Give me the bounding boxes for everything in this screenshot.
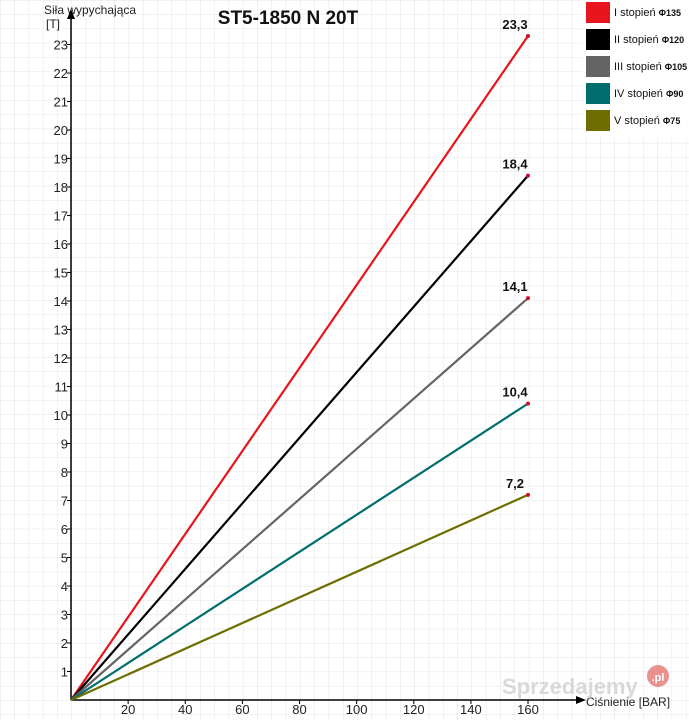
y-tick-label: 15 bbox=[54, 266, 68, 281]
legend-entry-1: I stopień Φ135 bbox=[614, 7, 681, 19]
series-line-5 bbox=[70, 493, 529, 702]
y-tick-label: 2 bbox=[61, 636, 68, 651]
x-tick-label: 40 bbox=[178, 702, 192, 717]
x-tick-label: 20 bbox=[121, 702, 135, 717]
legend-swatch-1 bbox=[586, 2, 610, 23]
legend-swatch-3 bbox=[586, 56, 610, 77]
y-tick-label: 7 bbox=[61, 494, 68, 509]
x-tick-label: 100 bbox=[346, 702, 368, 717]
legend: I stopień Φ135 II stopień Φ120 III stopień… bbox=[582, 0, 689, 137]
end-value-label-5: 7,2 bbox=[506, 476, 524, 491]
x-tick-label: 160 bbox=[517, 702, 539, 717]
watermark: Sprzedajemy .pl bbox=[502, 665, 669, 699]
watermark-text: Sprzedajemy bbox=[502, 674, 638, 699]
y-tick-label: 9 bbox=[61, 437, 68, 452]
watermark-badge bbox=[647, 665, 669, 687]
x-tick-label: 140 bbox=[460, 702, 482, 717]
x-tick-label: 80 bbox=[292, 702, 306, 717]
x-axis-ticks: 20 40 60 80 100 120 140 160 bbox=[121, 700, 539, 717]
series-end-point-4 bbox=[526, 401, 530, 406]
y-tick-label: 18 bbox=[54, 180, 68, 195]
chart-title: ST5-1850 N 20T bbox=[218, 8, 359, 29]
y-tick-label: 13 bbox=[54, 323, 68, 338]
axes bbox=[67, 9, 586, 704]
y-tick-label: 1 bbox=[61, 665, 68, 680]
y-tick-label: 10 bbox=[54, 408, 68, 423]
x-tick-label: 60 bbox=[235, 702, 249, 717]
y-tick-label: 3 bbox=[61, 608, 68, 623]
legend-entry-4: IV stopień Φ90 bbox=[614, 88, 683, 100]
y-tick-label: 12 bbox=[54, 351, 68, 366]
watermark-badge-text: .pl bbox=[652, 672, 665, 684]
legend-swatch-5 bbox=[586, 110, 610, 131]
y-tick-label: 22 bbox=[54, 66, 68, 81]
y-axis-label: Siła wypychająca bbox=[44, 3, 136, 17]
series-end-point-1 bbox=[526, 34, 530, 38]
series-line-2 bbox=[70, 174, 529, 701]
end-value-label-3: 14,1 bbox=[502, 279, 527, 294]
y-tick-label: 19 bbox=[54, 152, 68, 167]
series-end-point-2 bbox=[526, 173, 530, 178]
end-labels: 23,3 18,4 14,1 10,4 7,2 bbox=[502, 17, 528, 491]
series-end-point-5 bbox=[526, 492, 530, 497]
y-tick-label: 14 bbox=[54, 294, 68, 309]
series-line-3 bbox=[70, 297, 529, 701]
y-tick-label: 4 bbox=[61, 579, 68, 594]
y-tick-label: 11 bbox=[55, 380, 69, 395]
y-tick-label: 16 bbox=[54, 237, 68, 252]
x-tick-label: 120 bbox=[403, 702, 425, 717]
y-tick-label: 8 bbox=[61, 465, 68, 480]
end-value-label-2: 18,4 bbox=[502, 157, 528, 172]
legend-entry-5: V stopień Φ75 bbox=[614, 115, 680, 127]
x-axis-arrow bbox=[576, 696, 586, 704]
y-tick-label: 21 bbox=[54, 95, 68, 110]
legend-swatch-2 bbox=[586, 29, 610, 50]
legend-entry-2: II stopień Φ120 bbox=[614, 34, 684, 46]
y-axis-arrow bbox=[67, 9, 75, 19]
end-value-label-4: 10,4 bbox=[502, 385, 528, 400]
end-value-label-1: 23,3 bbox=[502, 17, 527, 32]
x-axis-label: Ciśnienie [BAR] bbox=[586, 695, 670, 709]
legend-swatch-4 bbox=[586, 83, 610, 104]
series-lines bbox=[70, 34, 530, 702]
y-axis-unit: [T] bbox=[46, 17, 60, 31]
legend-entry-3: III stopień Φ105 bbox=[614, 61, 687, 73]
y-tick-label: 23 bbox=[54, 38, 68, 53]
series-line-1 bbox=[70, 35, 529, 701]
y-tick-label: 5 bbox=[61, 551, 68, 566]
y-tick-label: 20 bbox=[54, 123, 68, 138]
y-tick-label: 6 bbox=[61, 522, 68, 537]
series-line-4 bbox=[70, 402, 529, 701]
series-end-point-3 bbox=[526, 296, 530, 301]
y-tick-label: 17 bbox=[54, 209, 68, 224]
